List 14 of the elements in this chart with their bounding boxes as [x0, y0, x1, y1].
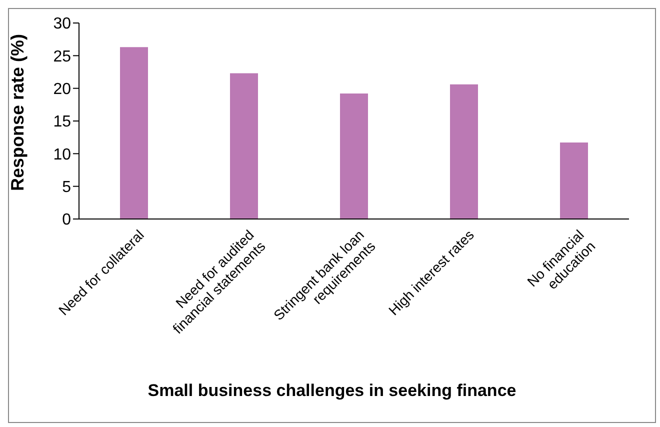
y-tick-label: 15: [53, 114, 72, 131]
y-tick-label: 5: [62, 179, 72, 196]
bar: [560, 142, 588, 219]
y-axis-title: Response rate (%): [7, 34, 28, 191]
bar: [340, 94, 368, 219]
bar: [230, 73, 258, 219]
x-axis-title: Small business challenges in seeking finance: [146, 381, 518, 401]
bar: [450, 84, 478, 219]
y-tick-label: 25: [53, 48, 72, 66]
y-tick-label: 20: [53, 81, 72, 98]
y-tick-label: 30: [53, 16, 72, 33]
y-tick-label: 0: [62, 212, 72, 229]
bar: [120, 47, 148, 219]
y-tick-label: 10: [53, 146, 72, 164]
